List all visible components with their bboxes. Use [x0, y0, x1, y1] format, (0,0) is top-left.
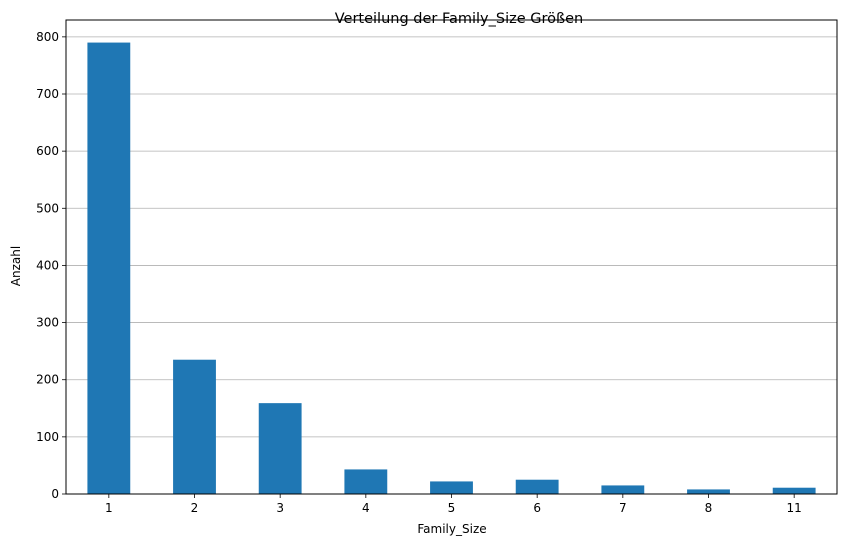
- bar-6: [515, 479, 559, 494]
- x-tick-label: 4: [362, 501, 370, 515]
- bar-8: [687, 489, 730, 494]
- y-tick-label: 500: [36, 201, 59, 215]
- x-tick-label: 11: [787, 501, 802, 515]
- y-tick-label: 0: [51, 487, 59, 501]
- bar-5: [430, 481, 473, 494]
- y-tick-label: 600: [36, 144, 59, 158]
- x-tick-label: 3: [276, 501, 284, 515]
- bar-3: [258, 403, 302, 494]
- x-tick-label: 6: [533, 501, 541, 515]
- x-axis-ticks: 1 2 3 4 5 6 7 8 11: [105, 494, 802, 515]
- bars: [87, 42, 816, 494]
- y-tick-label: 800: [36, 30, 59, 44]
- bar-7: [601, 485, 645, 494]
- bar-1: [87, 42, 131, 494]
- chart-title: Verteilung der Family_Size Größen: [335, 11, 584, 27]
- y-axis-ticks: 0 100 200 300 400 500 600 700 800: [36, 30, 66, 501]
- y-tick-label: 700: [36, 87, 59, 101]
- y-tick-label: 300: [36, 316, 59, 330]
- bar-4: [344, 469, 388, 494]
- x-tick-label: 7: [619, 501, 627, 515]
- x-axis-label: Family_Size: [417, 522, 486, 536]
- x-tick-label: 1: [105, 501, 113, 515]
- bar-11: [772, 487, 816, 494]
- x-tick-label: 5: [448, 501, 456, 515]
- y-axis-label: Anzahl: [9, 246, 23, 286]
- bar-2: [173, 359, 216, 494]
- x-tick-label: 2: [191, 501, 199, 515]
- x-tick-label: 8: [705, 501, 713, 515]
- y-tick-label: 400: [36, 258, 59, 272]
- y-tick-label: 200: [36, 373, 59, 387]
- y-tick-label: 100: [36, 430, 59, 444]
